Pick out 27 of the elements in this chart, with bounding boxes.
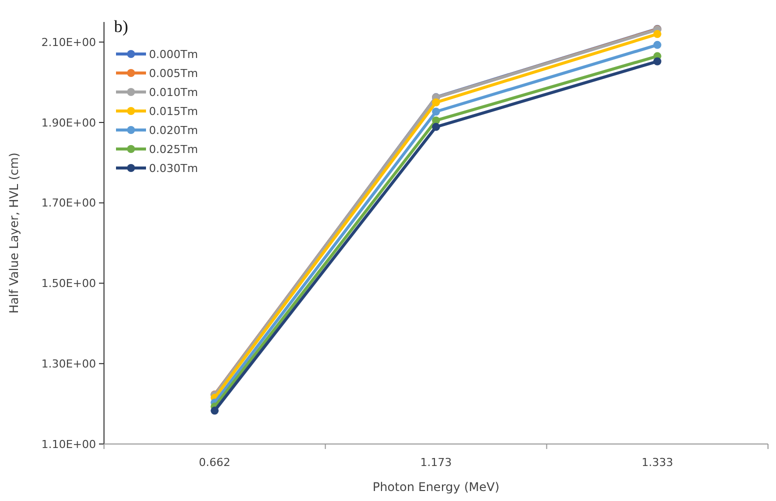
point — [653, 30, 662, 38]
point — [653, 57, 662, 66]
legend-label: 0.025Tm — [149, 142, 198, 156]
x-tick-label: 0.662 — [198, 456, 230, 469]
point — [432, 116, 440, 124]
y-tick-label: 1.30E+00 — [41, 357, 96, 370]
y-tick-label: 1.90E+00 — [41, 116, 96, 130]
chart-title: b) — [114, 17, 128, 36]
point — [210, 406, 219, 415]
legend-label: 0.010Tm — [149, 86, 198, 99]
y-tick-label: 1.70E+00 — [41, 196, 96, 210]
legend-label: 0.030Tm — [149, 162, 198, 175]
point — [653, 40, 662, 49]
y-axis-title: Half Value Layer, HVL (cm) — [7, 152, 21, 314]
x-axis-title: Photon Energy (MeV) — [372, 480, 500, 494]
y-tick-label: 1.10E+00 — [41, 438, 96, 451]
point — [432, 98, 440, 106]
y-tick-label: 1.50E+00 — [41, 277, 96, 290]
legend-label: 0.005Tm — [149, 66, 198, 80]
point — [432, 108, 440, 116]
legend-label: 0.015Tm — [149, 104, 198, 118]
x-tick-label: 1.173 — [420, 456, 452, 469]
y-tick-label: 2.10E+00 — [41, 36, 96, 49]
legend-label: 0.020Tm — [149, 124, 198, 137]
x-tick-label: 1.333 — [642, 456, 674, 469]
legend-label: 0.000Tm — [149, 48, 198, 61]
point — [432, 122, 440, 131]
